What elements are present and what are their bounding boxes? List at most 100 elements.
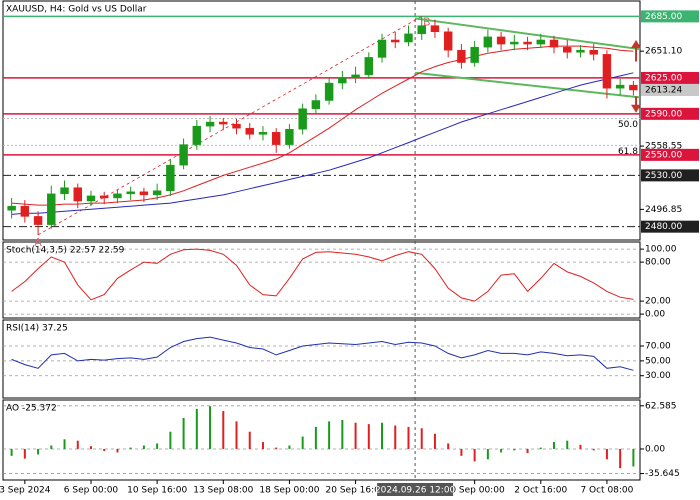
candle-body bbox=[338, 77, 347, 84]
ao-bar bbox=[526, 448, 529, 454]
y-tick-label: 2496.85 bbox=[645, 205, 682, 215]
ao-bar bbox=[579, 444, 582, 449]
candle-body bbox=[523, 41, 532, 45]
ao-bar bbox=[394, 425, 397, 449]
candle-body bbox=[192, 125, 202, 145]
x-tick-label: 6 Sep 00:00 bbox=[64, 486, 119, 496]
indicator-line bbox=[11, 336, 634, 371]
ao-bar bbox=[566, 440, 569, 449]
level-label: 2530.00 bbox=[645, 171, 682, 181]
level-label: 2625.00 bbox=[645, 73, 682, 83]
level-label-box bbox=[641, 148, 699, 161]
indicator-line bbox=[11, 248, 634, 302]
y-tick-label: 2558.55 bbox=[645, 142, 682, 152]
x-tick-label: 20 Sep 16:00 bbox=[326, 486, 386, 496]
x-tick-label: 2 Oct 16:00 bbox=[514, 486, 567, 496]
candle-body bbox=[377, 39, 387, 58]
candle-body bbox=[285, 128, 294, 145]
candle-body bbox=[404, 33, 413, 43]
ao-bar bbox=[156, 443, 159, 449]
candle-body bbox=[351, 74, 360, 79]
ao-bar bbox=[539, 447, 542, 449]
candle-body bbox=[100, 195, 109, 199]
y-tick-label: 0.00 bbox=[645, 310, 665, 320]
ao-bar bbox=[89, 446, 92, 449]
x-tick-label: 3 Sep 2024 bbox=[0, 486, 51, 496]
ao-bar bbox=[341, 420, 344, 449]
candle-body bbox=[510, 41, 519, 45]
x-tick-label: 10 Sep 16:00 bbox=[127, 486, 187, 496]
a-b-line bbox=[37, 16, 422, 236]
panel-frame bbox=[2, 399, 641, 481]
level-label-box bbox=[641, 107, 699, 120]
candle-body bbox=[47, 193, 56, 225]
candle-body bbox=[166, 164, 175, 192]
candle-body bbox=[311, 100, 321, 109]
ao-bar bbox=[500, 448, 503, 453]
x-tick-label: 18 Sep 00:00 bbox=[259, 486, 319, 496]
level-label-box bbox=[641, 220, 699, 233]
candle-body bbox=[258, 132, 268, 135]
ao-bar bbox=[116, 448, 119, 453]
ao-bar bbox=[433, 433, 436, 449]
channel-line bbox=[414, 17, 641, 51]
candle-body bbox=[86, 195, 96, 202]
candle-body bbox=[364, 57, 374, 76]
ao-bar bbox=[76, 440, 79, 449]
panel-frame bbox=[2, 241, 641, 319]
candle-body bbox=[152, 190, 162, 196]
ao-bar bbox=[10, 448, 13, 456]
ao-bar bbox=[248, 431, 251, 449]
candle-body bbox=[7, 205, 16, 211]
candle-body bbox=[324, 82, 334, 101]
candle-body bbox=[391, 39, 400, 43]
ao-bar bbox=[301, 436, 304, 449]
ao-bar bbox=[328, 421, 331, 449]
y-tick-label: 2651.10 bbox=[645, 47, 682, 57]
current-price-box bbox=[641, 83, 699, 96]
ao-bar bbox=[275, 447, 278, 449]
candle-body bbox=[417, 25, 426, 35]
moving-average bbox=[11, 45, 634, 206]
ao-bar bbox=[447, 443, 450, 449]
candle-body bbox=[430, 25, 440, 33]
ao-bar bbox=[182, 417, 185, 449]
candle-body bbox=[60, 187, 69, 195]
x-tick-label: 7 Oct 08:00 bbox=[580, 486, 633, 496]
y-tick-label: 62.585 bbox=[645, 401, 677, 411]
ao-bar bbox=[261, 442, 264, 449]
panel-title: XAUUSD, H4: Gold vs US Dollar bbox=[6, 5, 147, 15]
ao-bar bbox=[103, 448, 106, 452]
current-price-label: 2613.24 bbox=[645, 85, 682, 95]
crosshair-label-box bbox=[377, 483, 454, 496]
candle-body bbox=[589, 49, 598, 55]
candle-body bbox=[219, 121, 228, 125]
ao-bar bbox=[23, 448, 26, 459]
point-label: A bbox=[34, 236, 42, 249]
level-label-box bbox=[641, 169, 699, 182]
candle-body bbox=[470, 46, 479, 63]
ao-bar bbox=[367, 424, 370, 449]
y-tick-label: 100.00 bbox=[645, 245, 677, 255]
candle-body bbox=[536, 39, 545, 45]
candle-body bbox=[179, 144, 188, 166]
channel-line bbox=[414, 71, 641, 99]
candle-body bbox=[457, 49, 466, 63]
ao-bar bbox=[486, 448, 489, 460]
ao-bar bbox=[222, 411, 225, 449]
candle-body bbox=[139, 191, 149, 196]
level-label: 2685.00 bbox=[645, 12, 682, 22]
ao-bar bbox=[50, 445, 53, 449]
panel-title: RSI(14) 37.25 bbox=[6, 324, 68, 334]
panel-title: AO -25.372 bbox=[6, 404, 57, 414]
panel-frame bbox=[2, 319, 641, 399]
y-tick-label: 80.00 bbox=[645, 258, 671, 268]
candle-body bbox=[245, 127, 254, 135]
ao-bar bbox=[195, 408, 198, 449]
level-label: 2480.00 bbox=[645, 222, 682, 232]
ao-bar bbox=[142, 445, 145, 449]
ao-bar bbox=[314, 426, 317, 449]
candle-body bbox=[483, 36, 493, 48]
candle-body bbox=[20, 205, 30, 217]
